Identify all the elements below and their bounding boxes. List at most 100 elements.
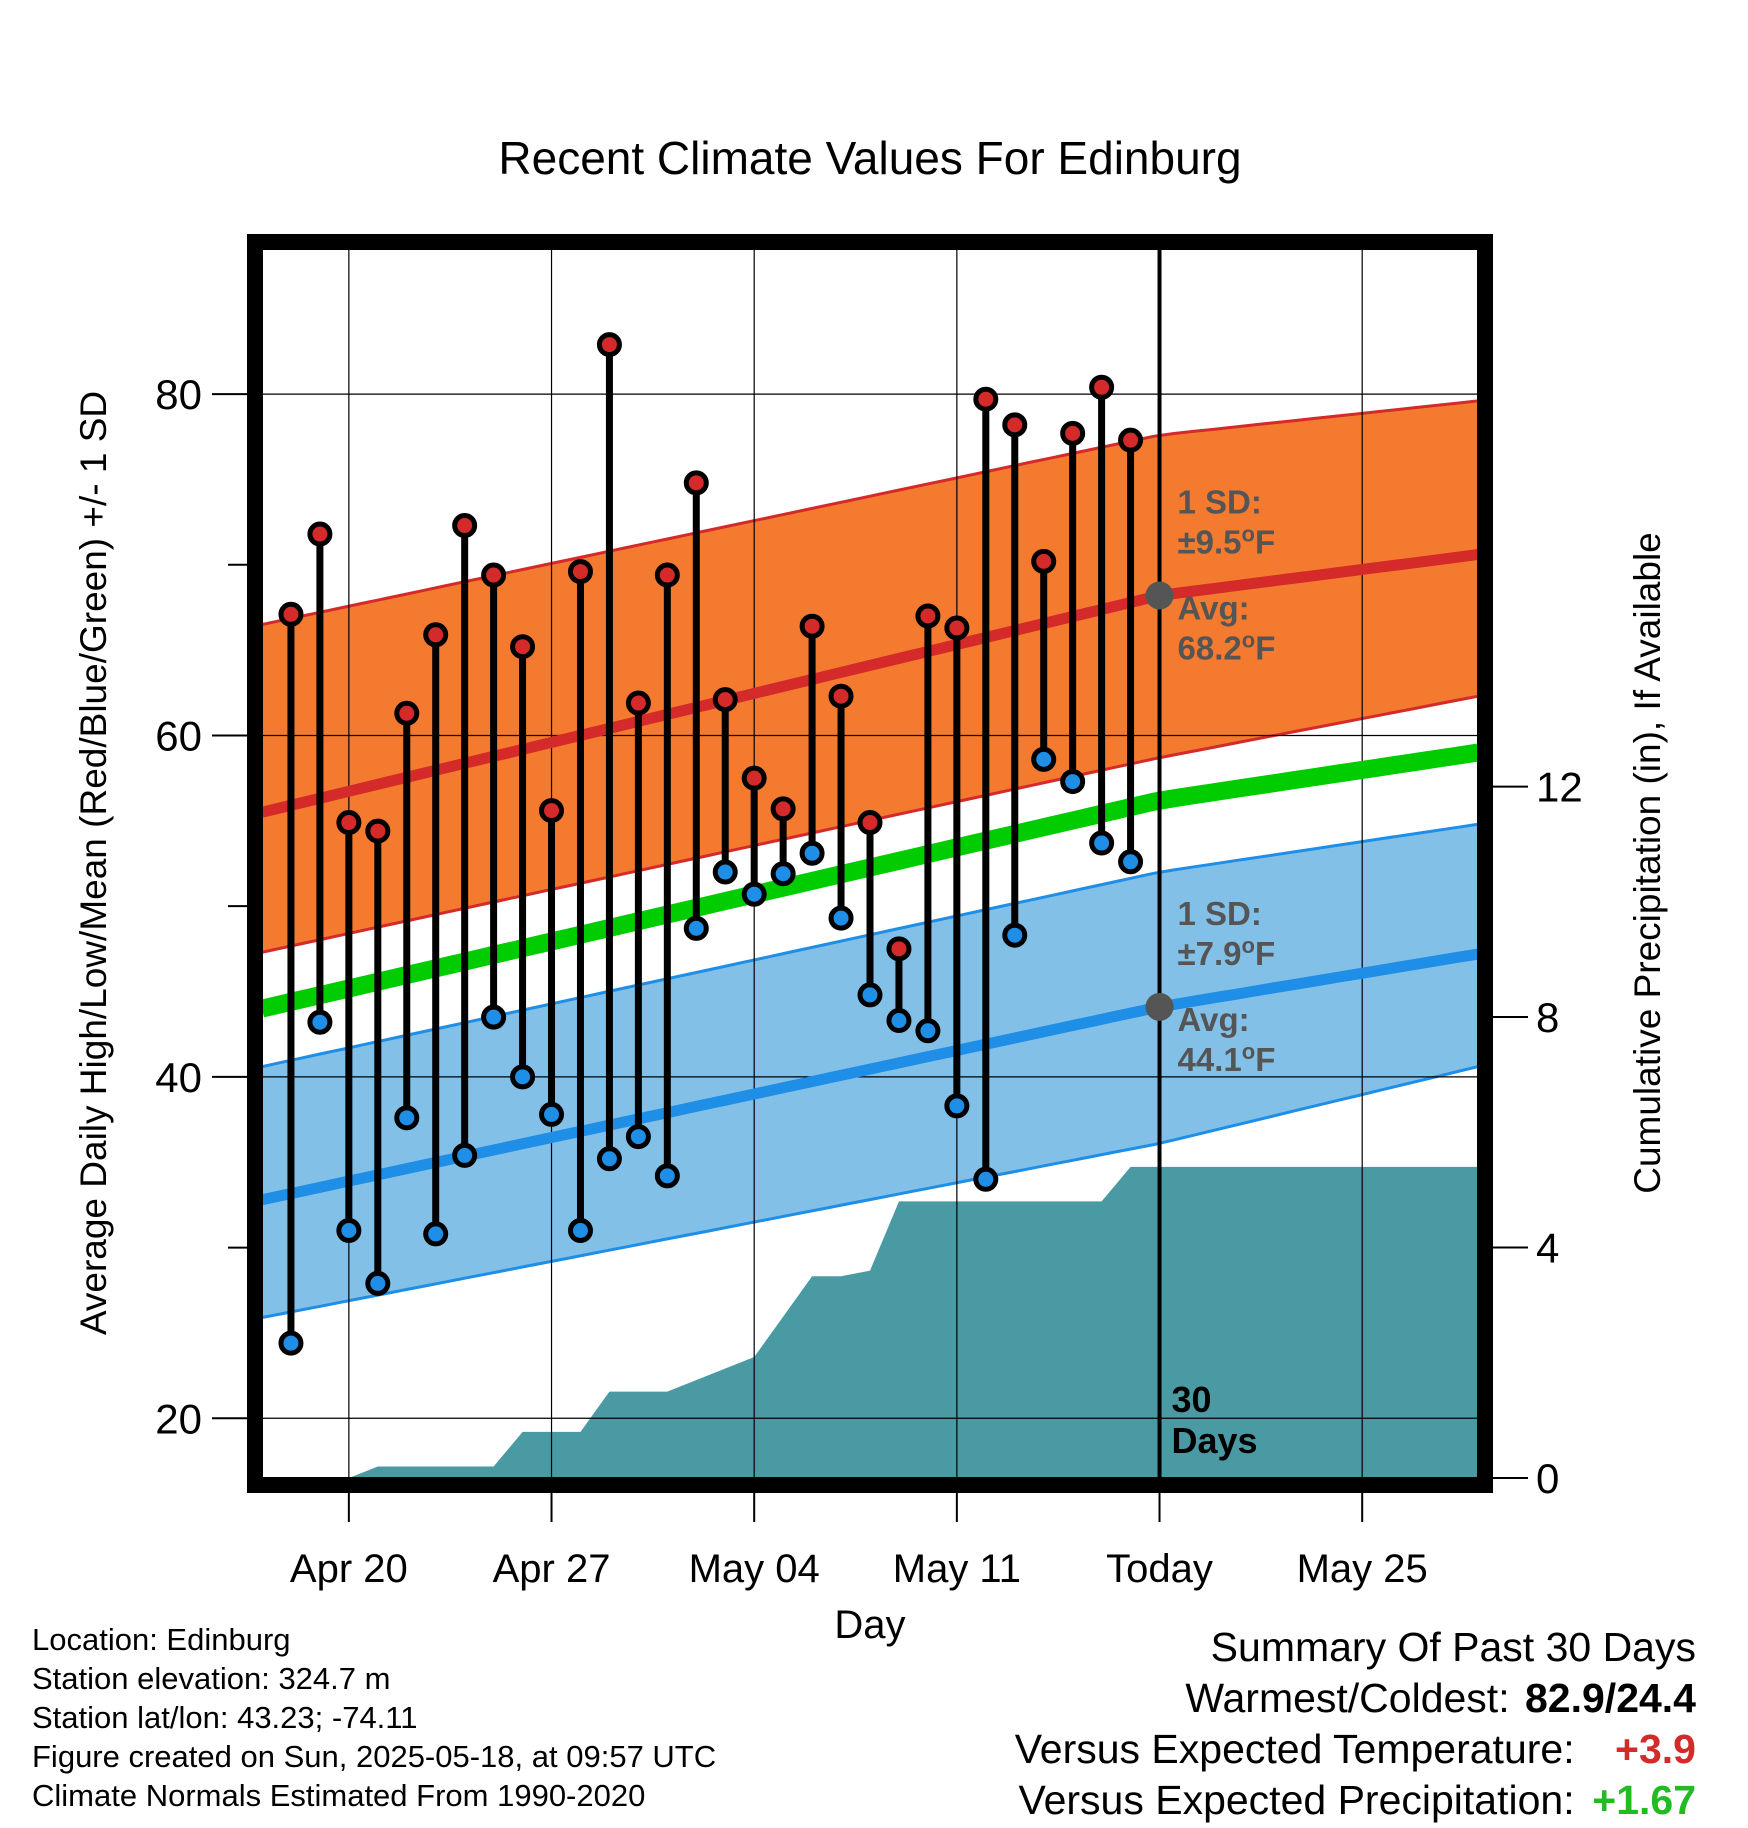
low-sd-label: 1 SD: [1178,895,1262,932]
summary-precip: Versus Expected Precipitation: +1.67 [1015,1775,1697,1826]
daily-low-point [1060,769,1086,795]
low-sd-lower-line [262,1065,1478,1319]
high-avg-marker [1145,581,1174,610]
precip-label: Versus Expected Precipitation: [1018,1777,1575,1823]
summary-temp: Versus Expected Temperature: +3.9 [1015,1724,1696,1775]
daily-low-point [828,905,854,931]
daily-high-point [1031,548,1057,574]
high-avg-value: 68.2oF [1178,628,1276,667]
y-axis-label: Average Daily High/Low/Mean (Red/Blue/Gr… [73,391,114,1335]
daily-low-point [481,1004,507,1030]
high-annotation: 1 SD:±9.5oF Avg:68.2oF [1178,484,1276,667]
daily-high-point [278,601,304,627]
daily-high-point [770,796,796,822]
x-tick-label: Today [1106,1547,1213,1591]
high-avg-label: Avg: [1178,590,1250,627]
high-sd-band [262,400,1478,953]
precip-area [262,1166,1478,1478]
daily-high-point [481,562,507,588]
daily-low-point [741,881,767,907]
daily-high-point [596,332,622,358]
daily-high-point [683,470,709,496]
x-tick-label: May 25 [1297,1547,1428,1591]
daily-low-point [1118,849,1144,875]
daily-low-point [394,1105,420,1131]
warmest-coldest-value: 82.9/24.4 [1525,1675,1696,1721]
high-sd-value: ±9.5oF [1178,522,1276,561]
daily-low-point [539,1101,565,1127]
daily-low-point [423,1221,449,1247]
daily-low-point [799,840,825,866]
y-tick-label: 80 [155,371,202,418]
daily-high-point [365,818,391,844]
summary-panel: Summary Of Past 30 Days Warmest/Coldest:… [1015,1622,1696,1826]
daily-high-point [1118,427,1144,453]
daily-low-point [596,1146,622,1172]
daily-low-point [307,1009,333,1035]
daily-low-point [336,1217,362,1243]
plot-frame [247,234,1493,1493]
daily-low-point [712,859,738,885]
x-tick-label: May 04 [689,1547,820,1591]
daily-low-point [567,1217,593,1243]
daily-high-point [712,687,738,713]
y2-tick-label: 4 [1536,1225,1559,1272]
warmest-coldest-label: Warmest/Coldest: [1185,1675,1510,1721]
daily-high-point [886,936,912,962]
daily-low-point [625,1124,651,1150]
station-info: Location: Edinburg Station elevation: 32… [32,1620,716,1815]
daily-high-point [510,634,536,660]
normals-text: Climate Normals Estimated From 1990-2020 [32,1778,646,1813]
low-sd-value: ±7.9oF [1178,933,1276,972]
daily-low-point [1031,746,1057,772]
y-tick-label: 60 [155,712,202,759]
daily-high-point [1089,374,1115,400]
daily-high-point [944,615,970,641]
daily-high-point [799,613,825,639]
daily-high-point [423,622,449,648]
x-tick-label: May 11 [893,1547,1021,1591]
plot-area [262,249,1478,1478]
daily-high-point [625,690,651,716]
daily-low-point [973,1166,999,1192]
temp-value: +3.9 [1615,1726,1696,1772]
daily-low-point [1089,830,1115,856]
daily-low-point [683,915,709,941]
daily-low-point [365,1270,391,1296]
summary-title: Summary Of Past 30 Days [1210,1624,1696,1670]
elevation-text: Station elevation: 324.7 m [32,1661,391,1696]
daily-high-point [567,559,593,585]
latlon-text: Station lat/lon: 43.23; -74.11 [32,1700,418,1735]
daily-low-point [654,1163,680,1189]
precip-value: +1.67 [1592,1777,1696,1823]
daily-high-point [1060,420,1086,446]
daily-high-point [336,810,362,836]
daily-high-point [394,700,420,726]
daily-high-point [828,683,854,709]
low-annotation: 1 SD:±7.9oF Avg:44.1oF [1178,895,1276,1078]
daily-high-point [1002,412,1028,438]
location-text: Location: Edinburg [32,1622,291,1657]
today-label-line2: Days [1172,1420,1258,1461]
chart-title: Recent Climate Values For Edinburg [498,132,1241,184]
y-tick-label: 40 [155,1054,202,1101]
y-tick-label: 20 [155,1395,202,1442]
x-tick-label: Apr 20 [290,1547,408,1591]
daily-low-point [510,1064,536,1090]
daily-high-point [539,798,565,824]
daily-high-point [915,603,941,629]
daily-low-point [915,1018,941,1044]
y2-tick-label: 8 [1536,994,1559,1041]
daily-high-point [741,765,767,791]
high-sd-label: 1 SD: [1178,484,1262,521]
daily-low-point [886,1008,912,1034]
y2-tick-label: 0 [1536,1455,1559,1502]
daily-low-point [857,982,883,1008]
daily-low-point [278,1330,304,1356]
daily-high-point [307,521,333,547]
y2-axis-label: Cumulative Precipitation (in), If Availa… [1627,532,1668,1194]
created-text: Figure created on Sun, 2025-05-18, at 09… [32,1739,717,1774]
daily-high-point [973,386,999,412]
daily-high-point [452,513,478,539]
